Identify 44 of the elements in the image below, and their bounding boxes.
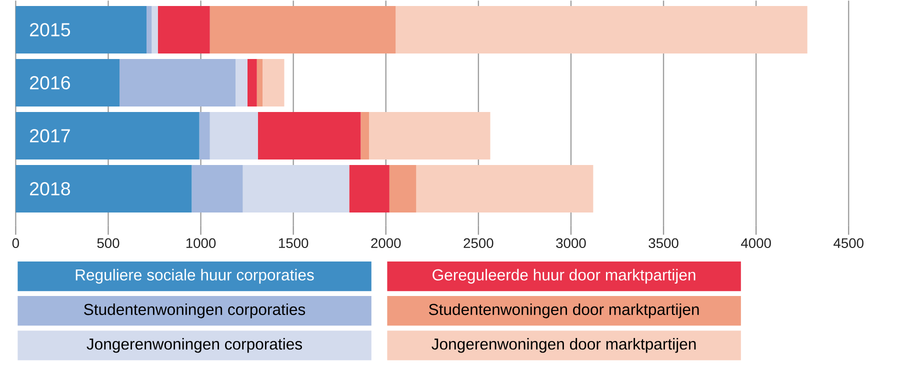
text: Reguliere sociale huur corporaties (76, 268, 314, 284)
text: Gereguleerde huur door marktpartijen (432, 268, 696, 284)
x-tick-label: 2000 (371, 238, 401, 248)
bar (416, 165, 594, 212)
x-tick-label: 4500 (834, 238, 864, 248)
bar (16, 6, 147, 54)
bar (396, 6, 808, 54)
x-tick-label: 3000 (556, 238, 586, 248)
text: Studentenwoningen corporaties (84, 303, 306, 318)
text: Studentenwoningen door marktpartijen (428, 303, 699, 318)
bar (199, 112, 210, 160)
bar (236, 58, 248, 106)
bar (16, 165, 192, 212)
y-tick-label: 2016 (30, 76, 70, 90)
bar (152, 6, 158, 54)
bar (369, 112, 490, 160)
y-tick-label: 2017 (30, 129, 70, 142)
x-tick-label: 3500 (648, 238, 678, 248)
bar (258, 112, 361, 160)
bar (247, 58, 257, 106)
bar (262, 58, 284, 106)
x-tick-label: 2500 (464, 238, 494, 248)
x-tick-label: 1500 (279, 238, 308, 248)
bar (360, 112, 370, 160)
text: Jongerenwoningen corporaties (86, 338, 302, 353)
bar (349, 165, 390, 212)
x-tick-label: 0 (12, 238, 20, 248)
x-tick-label: 1000 (186, 238, 216, 248)
bar (16, 58, 120, 106)
x-tick-label: 500 (97, 238, 120, 248)
text: Jongerenwoningen door marktpartijen (432, 338, 696, 353)
bar (158, 6, 210, 54)
x-tick-label: 4000 (740, 238, 771, 248)
y-tick-label: 2018 (30, 182, 70, 196)
bar (146, 6, 152, 54)
bar (210, 112, 258, 160)
bar (210, 6, 396, 54)
bar (242, 165, 350, 212)
bar (16, 112, 200, 160)
y-tick-label: 2015 (30, 23, 70, 36)
bar (120, 58, 236, 106)
bar (389, 165, 416, 212)
bar (256, 58, 263, 106)
bar (192, 165, 243, 212)
